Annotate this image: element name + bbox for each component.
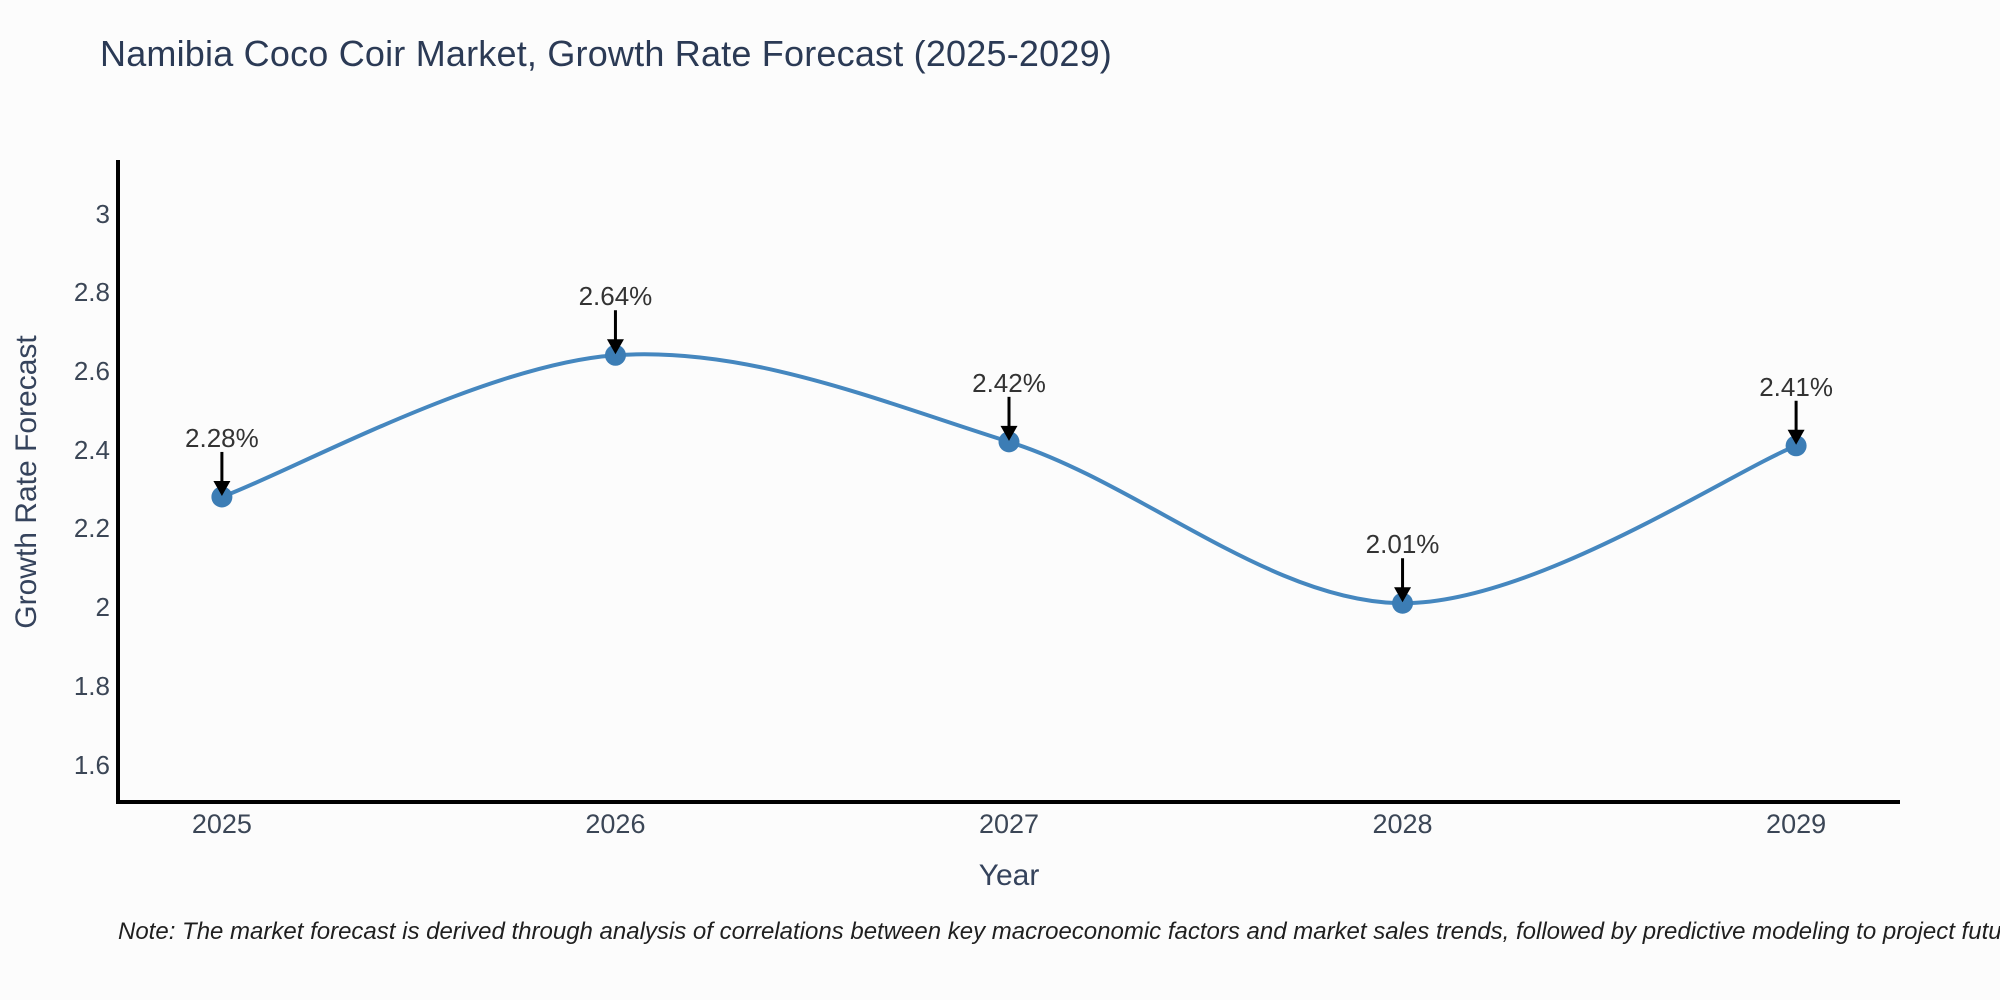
data-point-2026	[604, 344, 626, 366]
x-axis-title: Year	[978, 859, 1040, 892]
y-tick-label: 2.4	[73, 434, 110, 465]
x-tick-label: 2026	[585, 809, 646, 839]
annotation-arrow-head	[1787, 429, 1805, 445]
annotation-arrow-head	[606, 339, 624, 355]
y-tick-label: 2.8	[73, 277, 110, 308]
x-tick-label: 2028	[1372, 809, 1433, 839]
chart-title: Namibia Coco Coir Market, Growth Rate Fo…	[100, 33, 1112, 74]
point-annotation-2028: 2.01%	[1365, 529, 1440, 560]
point-annotation-2026: 2.64%	[578, 281, 653, 312]
annotation-arrow-head	[213, 480, 231, 496]
axis-lines	[116, 160, 1900, 804]
y-tick-label: 1.8	[73, 670, 110, 701]
y-tick-label: 2.6	[73, 355, 110, 386]
point-annotation-2025: 2.28%	[185, 422, 259, 453]
y-tick-label: 2.2	[73, 513, 110, 544]
annotation-arrow-head	[1394, 587, 1412, 603]
y-tick-label: 3	[95, 198, 110, 229]
data-point-2029	[1785, 435, 1807, 457]
x-tick-label: 2027	[978, 809, 1040, 839]
y-tick-label: 2	[95, 592, 110, 623]
annotation-arrow-head	[1000, 425, 1018, 441]
point-annotation-2029: 2.41%	[1759, 371, 1833, 402]
y-axis-title: Growth Rate Forecast	[10, 335, 43, 629]
x-tick-label: 2025	[191, 809, 252, 839]
data-point-2027	[998, 431, 1020, 453]
x-tick-label: 2029	[1766, 809, 1827, 839]
data-point-2028	[1392, 592, 1414, 614]
y-tick-label: 1.6	[73, 749, 110, 780]
data-point-2025	[211, 486, 233, 508]
footnote: Note: The market forecast is derived thr…	[118, 918, 2000, 945]
point-annotation-2027: 2.42%	[972, 367, 1046, 398]
